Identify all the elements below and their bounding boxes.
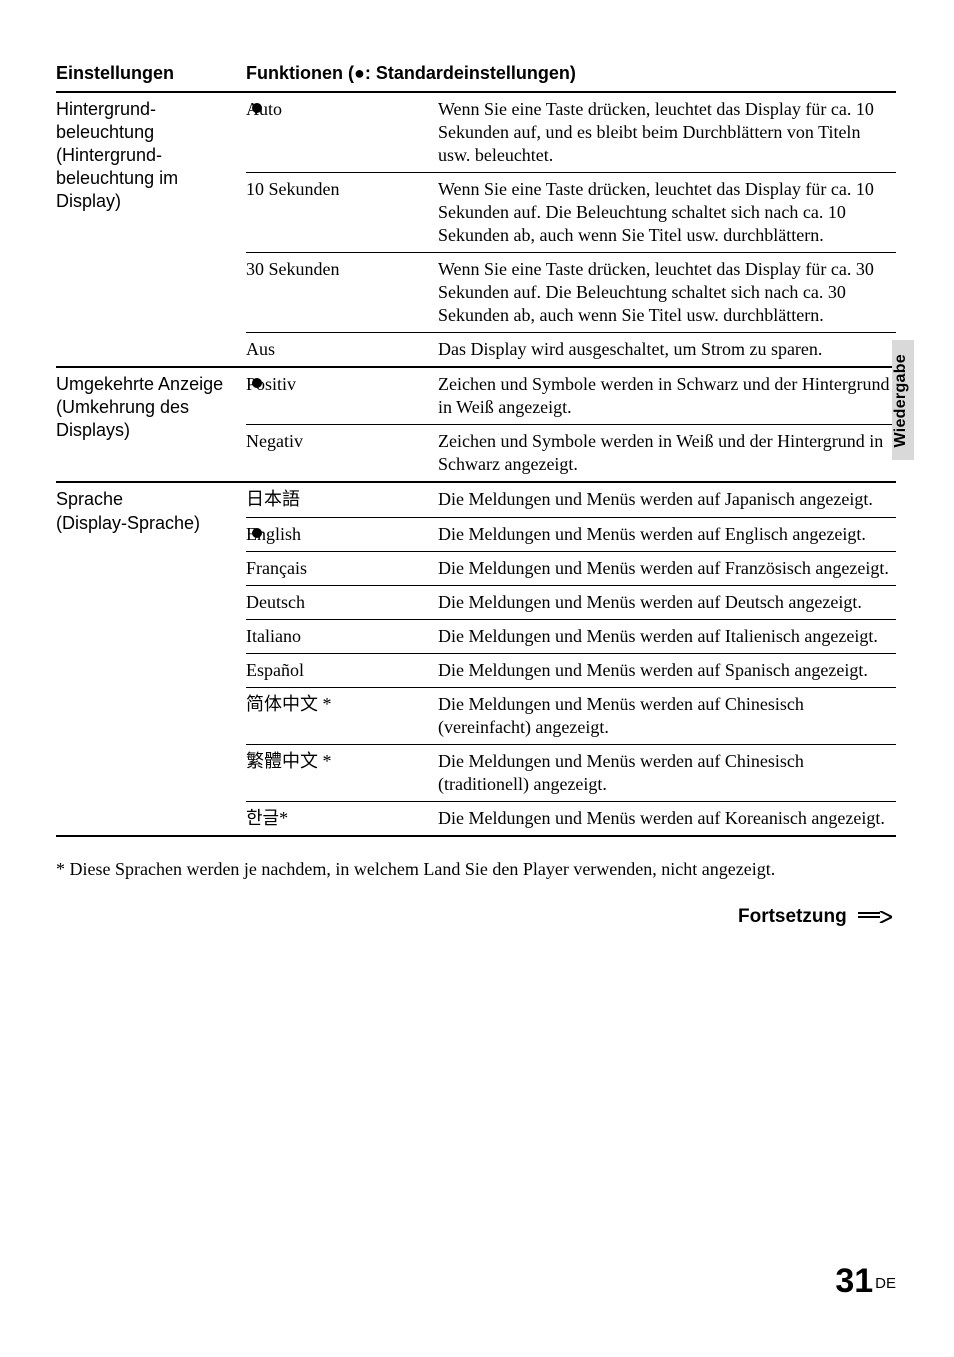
option-description: Zeichen und Symbole werden in Schwarz un…	[438, 367, 896, 425]
setting-label: Hintergrund-beleuchtung(Hintergrund-bele…	[56, 92, 246, 367]
option-cell: Deutsch	[246, 585, 438, 619]
option-description: Wenn Sie eine Taste drücken, leuchtet da…	[438, 173, 896, 253]
option-description: Die Meldungen und Menüs werden auf Engli…	[438, 517, 896, 551]
option-cell: Español	[246, 653, 438, 687]
option-cell: Français	[246, 551, 438, 585]
option-description: Wenn Sie eine Taste drücken, leuchtet da…	[438, 92, 896, 173]
option-description: Die Meldungen und Menüs werden auf Deuts…	[438, 585, 896, 619]
setting-label: Umgekehrte Anzeige(Umkehrung desDisplays…	[56, 367, 246, 482]
option-cell: Aus	[246, 333, 438, 368]
option-label: 简体中文 *	[246, 694, 332, 714]
settings-table: Einstellungen Funktionen (●: Standardein…	[56, 56, 896, 837]
option-label: 30 Sekunden	[246, 259, 340, 279]
option-description: Die Meldungen und Menüs werden auf Chine…	[438, 744, 896, 801]
option-cell: English	[246, 517, 438, 551]
option-cell: 繁體中文 *	[246, 744, 438, 801]
option-cell: Negativ	[246, 425, 438, 483]
header-setting: Einstellungen	[56, 56, 246, 92]
option-cell: 한글*	[246, 801, 438, 836]
default-bullet-icon: ●	[354, 63, 365, 83]
option-description: Zeichen und Symbole werden in Weiß und d…	[438, 425, 896, 483]
option-cell: 30 Sekunden	[246, 253, 438, 333]
option-description: Die Meldungen und Menüs werden auf Spani…	[438, 653, 896, 687]
option-cell: Italiano	[246, 619, 438, 653]
side-tab-label: Wiedergabe	[892, 354, 910, 448]
option-label: Negativ	[246, 431, 303, 451]
option-cell: 10 Sekunden	[246, 173, 438, 253]
option-label: Aus	[246, 339, 275, 359]
table-row: Hintergrund-beleuchtung(Hintergrund-bele…	[56, 92, 896, 173]
option-description: Die Meldungen und Menüs werden auf Itali…	[438, 619, 896, 653]
option-cell: 日本語	[246, 482, 438, 517]
table-row: Umgekehrte Anzeige(Umkehrung desDisplays…	[56, 367, 896, 425]
table-row: Sprache(Display-Sprache)日本語Die Meldungen…	[56, 482, 896, 517]
option-description: Das Display wird ausgeschaltet, um Strom…	[438, 333, 896, 368]
continuation-label: Fortsetzung	[56, 906, 896, 928]
option-cell: Auto	[246, 92, 438, 173]
option-label: Italiano	[246, 626, 301, 646]
option-cell: 简体中文 *	[246, 687, 438, 744]
header-function: Funktionen (●: Standardeinstellungen)	[246, 56, 896, 92]
footnote-text: * Diese Sprachen werden je nachdem, in w…	[56, 859, 896, 880]
page-number: 31DE	[835, 1262, 896, 1301]
settings-table-body: Hintergrund-beleuchtung(Hintergrund-bele…	[56, 92, 896, 836]
setting-label: Sprache(Display-Sprache)	[56, 482, 246, 835]
option-description: Die Meldungen und Menüs werden auf Korea…	[438, 801, 896, 836]
option-label: Español	[246, 660, 304, 680]
option-label: 日本語	[246, 489, 300, 509]
option-description: Wenn Sie eine Taste drücken, leuchtet da…	[438, 253, 896, 333]
option-label: 한글*	[246, 808, 288, 828]
option-description: Die Meldungen und Menüs werden auf Japan…	[438, 482, 896, 517]
option-label: Deutsch	[246, 592, 305, 612]
option-cell: Positiv	[246, 367, 438, 425]
option-label: 10 Sekunden	[246, 179, 340, 199]
option-label: 繁體中文 *	[246, 751, 332, 771]
table-header-row: Einstellungen Funktionen (●: Standardein…	[56, 56, 896, 92]
continuation-arrow-icon	[858, 911, 892, 923]
option-description: Die Meldungen und Menüs werden auf Franz…	[438, 551, 896, 585]
default-indicator-icon	[252, 528, 262, 538]
document-page: Einstellungen Funktionen (●: Standardein…	[0, 0, 954, 928]
option-description: Die Meldungen und Menüs werden auf Chine…	[438, 687, 896, 744]
default-indicator-icon	[252, 103, 262, 113]
option-label: Français	[246, 558, 307, 578]
